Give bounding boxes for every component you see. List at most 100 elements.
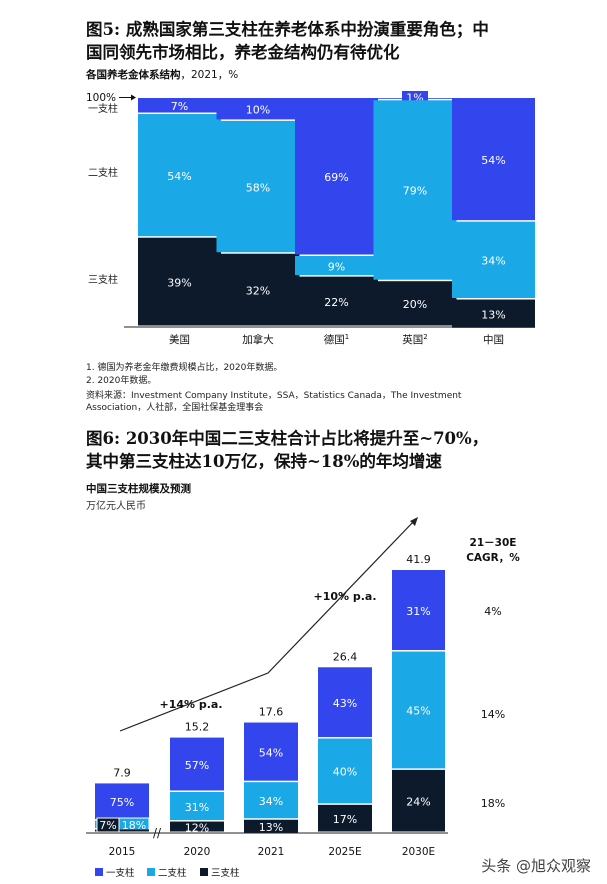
fig6-bar-1-seg-1 [170, 737, 224, 791]
fig6-total-label-1: 15.2 [185, 721, 210, 734]
fig5-category-1: 加拿大 [242, 333, 274, 346]
fig5-data-label-2-3: 22% [324, 296, 348, 309]
fig6-total-label-0: 7.9 [113, 766, 131, 779]
fig5-category-4: 中国 [483, 333, 504, 346]
fig5-axis-marker: 100% [86, 92, 116, 104]
fig6-total-label-2: 17.6 [259, 706, 284, 719]
fig6-data-label-2-3: 13% [259, 821, 283, 834]
fig5-bar-4-seg-2 [452, 221, 535, 299]
fig5-data-label-3-2: 79% [403, 185, 427, 198]
fig6-cagr-value-1: 4% [484, 605, 501, 618]
fig5-data-label-1-1: 10% [246, 103, 270, 116]
fig6-legend-label-3: 三支柱 [211, 867, 240, 879]
fig6-subtitle: 中国三支柱规模及预测 [86, 483, 191, 495]
fig6-unit: 万亿元人民币 [86, 501, 146, 512]
fig5-title-line2: 国同领先市场相比，养老金结构仍有待优化 [86, 43, 400, 62]
fig6-bar-4-seg-2 [392, 651, 445, 769]
fig5-category-note-2: 1 [345, 333, 349, 341]
fig6-growth-label-2: +10% p.a. [313, 590, 376, 603]
fig6-category-0: 2015 [109, 846, 136, 858]
fig6-data-label-1-2: 31% [185, 801, 209, 814]
fig6-category-2: 2021 [258, 846, 285, 858]
fig5-bar-1-seg-2 [216, 120, 300, 253]
fig5-note-2: 2. 2020年数据。 [86, 376, 157, 386]
fig6-growth-label-1: +14% p.a. [159, 698, 222, 711]
fig6-bar-2-seg-1 [244, 722, 298, 781]
fig5-note-1: 1. 德国为养老金年缴费规模占比，2020年数据。 [86, 363, 283, 373]
fig6-data-label-2-2: 34% [259, 795, 283, 808]
fig6-legend-swatch-1 [95, 868, 103, 876]
fig6-data-label-4-2: 45% [406, 705, 430, 718]
fig6-cagr-header-1: 21－30E [470, 537, 517, 549]
fig5-data-label-0-2: 54% [167, 170, 191, 183]
fig6-legend-label-1: 一支柱 [106, 867, 135, 879]
fig6-data-label-1-3: 12% [185, 821, 209, 834]
fig6-label-box-0-3 [96, 817, 120, 833]
fig5-data-label-4-1: 54% [481, 154, 505, 167]
fig6-title-line2: 其中第三支柱达10万亿，保持~18%的年均增速 [86, 452, 442, 471]
watermark: 头条 @旭众观察 [481, 857, 591, 875]
fig6-data-label-3-2: 40% [333, 766, 357, 779]
fig5-data-label-1-3: 32% [246, 284, 270, 297]
fig6-data-label-0-2: 18% [122, 819, 146, 832]
fig5-category-0: 美国 [169, 333, 190, 346]
fig6-total-label-3: 26.4 [333, 650, 358, 663]
fig5-bar-3-seg-3 [373, 281, 457, 326]
fig5-bar-1-seg-1 [216, 98, 300, 120]
fig5-bar-2-seg-1 [295, 98, 378, 255]
fig6-data-label-0-1: 75% [110, 796, 134, 809]
fig6-data-label-3-1: 43% [333, 697, 357, 710]
fig5-category-note-3: 2 [423, 333, 427, 341]
fig6-data-label-2-1: 54% [259, 746, 283, 759]
fig6-bar-4-seg-1 [392, 570, 445, 651]
fig5-bar-0-seg-2 [138, 114, 221, 237]
fig6-legend-label-2: 二支柱 [158, 867, 187, 879]
fig6-bar-1-seg-2 [170, 791, 224, 821]
fig6-cagr-value-3: 18% [481, 797, 505, 810]
fig5-row-label-1: 一支柱 [88, 102, 118, 115]
fig5-bar-2-seg-2 [295, 256, 378, 276]
fig6-data-label-0-3: 7% [99, 819, 116, 832]
fig6-bar-3-seg-1 [318, 667, 372, 738]
fig6-bar-2-seg-2 [244, 782, 298, 819]
fig5-subtitle-suffix: ，2021，% [180, 69, 239, 81]
fig5-bar-1-seg-3 [216, 253, 300, 326]
fig5-bar-2-seg-3 [295, 276, 378, 326]
fig5-bar-0-seg-1 [138, 98, 221, 113]
fig5-data-label-3-3: 20% [403, 298, 427, 311]
fig5-data-label-4-2: 34% [481, 255, 505, 268]
fig6-growth-arrow [119, 519, 416, 732]
fig5-category-3: 英国2 [402, 333, 427, 346]
fig6-cagr-header-2: CAGR，% [466, 552, 520, 564]
fig6-growth-arrowhead [410, 517, 418, 526]
fig6-bar-3-seg-2 [318, 738, 372, 804]
fig5-source-line1: 资料来源：Investment Company Institute，SSA，St… [86, 391, 462, 401]
fig6-total-label-4: 41.9 [406, 553, 431, 566]
fig6-bar-0-seg-1 [95, 783, 149, 820]
fig6-data-label-4-1: 31% [406, 605, 430, 618]
fig5-row-label-3: 三支柱 [88, 273, 118, 286]
fig5-source-line2: Association，人社部，全国社保基金理事会 [86, 403, 264, 413]
fig5-subtitle: 各国养老金体系结构，2021，% [86, 67, 238, 82]
fig6-bar-0-seg-3 [95, 829, 149, 832]
fig5-data-label-2-1: 69% [324, 171, 348, 184]
fig6-category-4: 2030E [402, 846, 435, 858]
fig6-bar-3-seg-3 [318, 804, 372, 832]
fig5-data-label-0-3: 39% [167, 276, 191, 289]
fig5-data-label-0-1: 7% [171, 100, 188, 113]
fig5-bar-0-seg-3 [138, 237, 221, 326]
fig6-data-label-1-1: 57% [185, 759, 209, 772]
fig5-bar-4-seg-1 [452, 98, 535, 221]
fig6-legend-swatch-2 [147, 868, 155, 876]
fig6-bar-2-seg-3 [244, 819, 298, 833]
fig5-category-2: 德国1 [324, 333, 349, 346]
fig6-data-label-3-3: 17% [333, 813, 357, 826]
fig6-bar-4-seg-3 [392, 769, 445, 832]
fig6-category-1: 2020 [184, 846, 211, 858]
fig6-axis-break: // [153, 826, 162, 840]
fig5-bar-4-seg-3 [452, 299, 535, 328]
fig6-legend-swatch-3 [200, 868, 208, 876]
fig5-data-label-1-2: 58% [246, 181, 270, 194]
